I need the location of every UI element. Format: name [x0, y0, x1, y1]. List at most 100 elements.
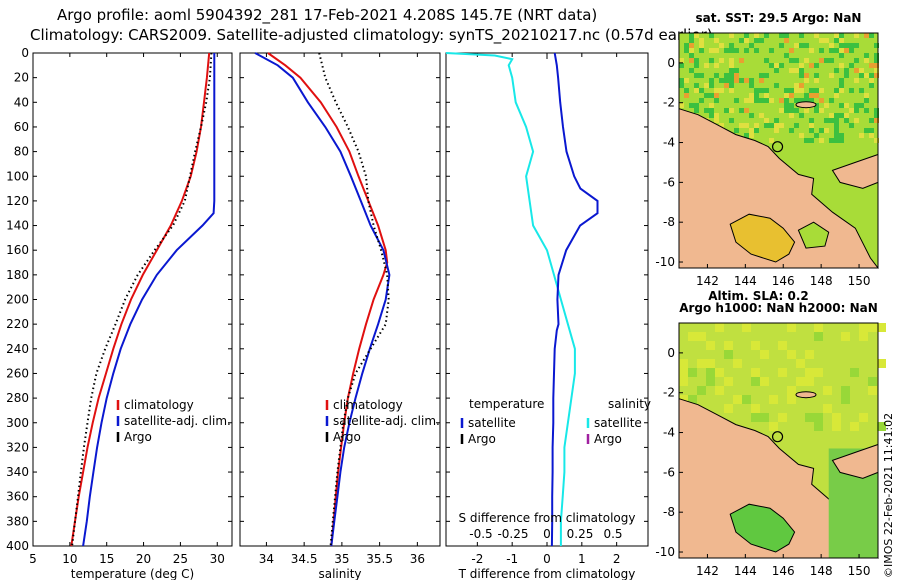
sst-cell	[874, 68, 879, 73]
sst-cell	[744, 123, 749, 128]
sst-cell	[804, 43, 809, 48]
timestamp-label: ©IMOS 22-Feb-2021 11:41:02	[882, 412, 895, 578]
sst-cell	[839, 43, 844, 48]
sst-cell	[859, 413, 868, 422]
sst-cell	[804, 93, 809, 98]
sst-cell	[714, 113, 719, 118]
sst-cell	[754, 88, 759, 93]
sst-cell	[734, 68, 739, 73]
sst-cell	[829, 98, 834, 103]
sst-cell	[839, 48, 844, 53]
sst-cell	[804, 78, 809, 83]
y-tick-label: 100	[6, 169, 29, 183]
sst-cell	[814, 413, 823, 422]
sst-cell	[684, 93, 689, 98]
sst-cell	[724, 78, 729, 83]
map-y-tick-label: -6	[663, 175, 675, 189]
map-x-tick-label: 142	[696, 564, 719, 578]
sst-cell	[779, 43, 784, 48]
x-tick-label: 35.5	[366, 552, 393, 566]
sst-cell	[751, 404, 760, 413]
sst-cell	[814, 422, 823, 431]
sst-cell	[724, 377, 733, 386]
y-tick-label: 80	[14, 145, 29, 159]
sst-cell	[824, 58, 829, 63]
sst-cell	[679, 368, 688, 377]
sst-cell	[844, 118, 849, 123]
sst-cell	[784, 53, 789, 58]
sst-cell	[874, 43, 879, 48]
sst-cell	[864, 98, 869, 103]
sst-cell	[787, 386, 796, 395]
y-tick-label: 40	[14, 95, 29, 109]
x-tick-label: 10	[62, 552, 77, 566]
sst-cell	[804, 98, 809, 103]
sst-cell	[829, 48, 834, 53]
map-x-tick-label: 146	[772, 274, 795, 288]
sst-cell	[839, 63, 844, 68]
sst-cell	[869, 78, 874, 83]
sst-cell	[869, 73, 874, 78]
sst-cell	[769, 48, 774, 53]
sst-cell	[794, 58, 799, 63]
sst-cell	[706, 368, 715, 377]
island	[795, 391, 817, 399]
y-tick-label: 200	[6, 293, 29, 307]
sst-cell	[829, 138, 834, 143]
sst-cell	[854, 43, 859, 48]
sst-cell	[859, 133, 864, 138]
map-title: Argo h1000: NaN h2000: NaN	[679, 301, 878, 315]
sst-cell	[784, 103, 789, 108]
map-y-tick-label: -4	[663, 426, 675, 440]
secondary-tick-label: -0.25	[497, 527, 528, 541]
sst-cell	[684, 48, 689, 53]
sst-cell	[864, 33, 869, 38]
x-tick-label: 34	[259, 552, 274, 566]
sst-cell	[764, 118, 769, 123]
sst-cell	[829, 58, 834, 63]
sst-cell	[844, 43, 849, 48]
series-line-satellite-adj-clim-	[82, 53, 216, 547]
sst-cell	[694, 103, 699, 108]
sst-cell	[849, 48, 854, 53]
sst-cell	[814, 103, 819, 108]
sst-cell	[864, 53, 869, 58]
map-y-tick-label: -10	[655, 545, 675, 559]
map-y-tick-label: -2	[663, 96, 675, 110]
sst-cell	[744, 33, 749, 38]
sst-cell	[841, 395, 850, 404]
sst-cell	[729, 58, 734, 63]
sst-cell	[874, 73, 879, 78]
sst-cell	[729, 63, 734, 68]
sst-cell	[874, 118, 879, 123]
sst-cell	[868, 323, 877, 332]
sst-cell	[839, 83, 844, 88]
map-x-tick-label: 150	[848, 274, 871, 288]
sst-cell	[714, 88, 719, 93]
sst-cell	[844, 103, 849, 108]
legend-label: satellite-adj. clim.	[124, 414, 231, 428]
sst-cell	[754, 123, 759, 128]
figure-title-line-1: Argo profile: aoml 5904392_281 17-Feb-20…	[57, 6, 598, 24]
sst-cell	[829, 113, 834, 118]
sst-cell	[754, 33, 759, 38]
sst-cell	[814, 368, 823, 377]
sst-cell	[715, 368, 724, 377]
sst-cell	[819, 128, 824, 133]
x-axis-label: salinity	[318, 567, 361, 580]
sst-cell	[849, 63, 854, 68]
sst-cell	[805, 350, 814, 359]
sst-cell	[814, 88, 819, 93]
map-x-tick-label: 148	[810, 274, 833, 288]
sst-cell	[839, 53, 844, 58]
sst-cell	[706, 341, 715, 350]
sst-cell	[769, 63, 774, 68]
sst-cell	[779, 123, 784, 128]
sst-cell	[834, 118, 839, 123]
sst-cell	[699, 48, 704, 53]
sst-cell	[764, 123, 769, 128]
sst-cell	[714, 118, 719, 123]
sst-cell	[694, 108, 699, 113]
secondary-axis-label: S difference from climatology	[459, 511, 636, 525]
sst-cell	[784, 98, 789, 103]
